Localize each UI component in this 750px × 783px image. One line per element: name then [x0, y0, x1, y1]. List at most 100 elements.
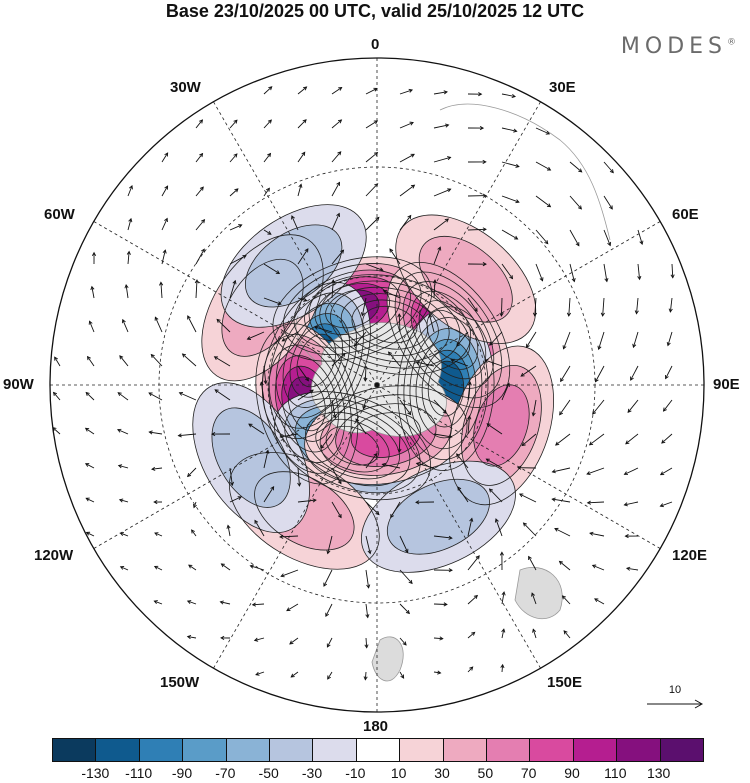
wind-vector-head: [410, 184, 416, 189]
wind-vector: [429, 314, 435, 333]
wind-vector: [521, 433, 537, 446]
wind-vector-head: [187, 315, 191, 320]
wind-vector-head: [515, 163, 520, 168]
wind-vector: [383, 290, 401, 299]
wind-vector-head: [341, 352, 346, 358]
colorbar-swatch: [53, 739, 97, 761]
wind-vector: [263, 486, 275, 503]
wind-vector: [569, 161, 583, 173]
lon-label-90e: 90E: [713, 376, 740, 393]
wind-vector-head: [488, 488, 494, 493]
wind-vector: [216, 319, 231, 333]
wind-vector-head: [443, 90, 448, 95]
wind-vector: [331, 280, 334, 299]
wind-vector-head: [164, 152, 169, 157]
wind-vector-head: [473, 307, 478, 312]
streamline: [350, 412, 421, 458]
wind-vector-head: [266, 187, 270, 192]
wind-vector: [86, 532, 95, 537]
wind-vector: [331, 501, 342, 518]
wind-vector-head: [489, 341, 494, 346]
colorbar-tick-label: -30: [301, 765, 323, 781]
streamline: [304, 385, 468, 485]
colorbar-swatch: [183, 739, 227, 761]
wind-vector-head: [597, 345, 602, 351]
wind-vector: [589, 433, 605, 446]
wind-vector-head: [291, 215, 295, 220]
wind-vector: [626, 567, 639, 571]
colorbar-tick-label: 110: [604, 765, 627, 781]
wind-vector-head: [118, 498, 124, 503]
wind-vector: [122, 319, 129, 333]
wind-vector-head: [637, 275, 642, 281]
meridian-line: [213, 384, 378, 669]
wind-vector-head: [191, 529, 195, 534]
wind-vector-head: [129, 185, 133, 190]
wind-vector-head: [248, 423, 253, 428]
lon-label-150w: 150W: [160, 674, 200, 691]
wind-vector-head: [365, 614, 370, 619]
wind-vector: [365, 453, 378, 469]
wind-vector: [323, 569, 333, 587]
wind-vector: [535, 161, 551, 171]
colorbar-tick-label: -110: [125, 765, 153, 781]
anomaly-contour-fill: [419, 236, 513, 323]
wind-vector: [486, 458, 503, 469]
wind-vector-head: [90, 285, 95, 291]
wind-vector-head: [397, 448, 402, 453]
wind-vector: [331, 87, 342, 95]
wind-vector-head: [54, 356, 58, 361]
wind-vector: [433, 124, 449, 129]
wind-vector: [399, 535, 409, 553]
colorbar-swatch: [96, 739, 140, 761]
wind-vector: [433, 637, 443, 640]
wind-vector: [89, 321, 95, 333]
wind-vector: [467, 228, 487, 231]
wind-vector: [589, 532, 605, 537]
wind-vector: [501, 195, 520, 203]
wind-vector-head: [121, 318, 126, 324]
wind-vector: [160, 282, 163, 299]
wind-vector-head: [337, 480, 342, 485]
wind-vector: [151, 467, 163, 470]
wind-vector-head: [444, 218, 450, 223]
wind-vector-head: [363, 676, 368, 681]
wind-vector-head: [608, 205, 613, 210]
wind-vector-head: [407, 214, 412, 220]
wind-vector: [254, 520, 265, 537]
streamline: [275, 302, 357, 419]
colorbar: [52, 738, 704, 762]
wind-vector-head: [194, 279, 199, 284]
wind-vector-head: [187, 473, 192, 478]
wind-vector-head: [337, 119, 343, 124]
streamline: [294, 405, 411, 487]
streamline: [287, 376, 326, 432]
wind-vector: [325, 603, 333, 617]
wind-vector: [250, 565, 265, 571]
wind-vector: [388, 351, 401, 367]
wind-vector-head: [428, 313, 433, 319]
wind-vector: [263, 450, 269, 469]
wind-vector-head: [216, 318, 221, 323]
lon-label-60e: 60E: [672, 206, 699, 223]
wind-vector-head: [265, 449, 270, 454]
wind-vector-head: [665, 375, 669, 380]
wind-vector-head: [268, 86, 273, 91]
wind-vector-head: [521, 442, 526, 447]
wind-vector: [297, 499, 316, 503]
wind-vector: [125, 284, 129, 299]
wind-vector-head: [539, 277, 544, 282]
colorbar-swatch: [530, 739, 574, 761]
wind-vector-head: [577, 205, 582, 210]
wind-vector: [187, 315, 197, 333]
wind-vector: [364, 671, 367, 680]
wind-vector-head: [304, 248, 309, 253]
wind-vector-head: [409, 121, 414, 126]
wind-vector-head: [445, 123, 450, 128]
wind-vector: [501, 591, 505, 605]
colorbar-tick-label: 10: [390, 765, 407, 781]
wind-vector-head: [199, 186, 204, 191]
anomaly-contour-fill: [387, 479, 490, 555]
wind-vector-head: [289, 640, 294, 645]
wind-vector-head: [471, 631, 476, 636]
